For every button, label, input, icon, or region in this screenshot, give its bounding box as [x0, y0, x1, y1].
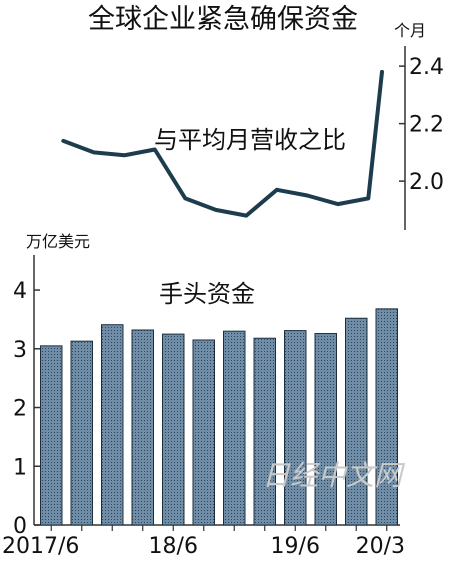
bar	[162, 333, 185, 526]
top-chart-unit: 个月	[394, 21, 426, 40]
line-point	[336, 202, 340, 206]
line-point	[244, 214, 248, 218]
line-point	[61, 139, 65, 143]
line-point	[214, 208, 218, 212]
x-tick-label: 19/6	[271, 534, 320, 559]
bottom-y-tick-label: 0	[13, 514, 27, 539]
bar	[284, 330, 307, 526]
bar	[345, 317, 368, 526]
bar	[192, 339, 215, 526]
line-point	[153, 148, 157, 151]
line-point	[122, 153, 126, 157]
x-tick-label: 20/3	[356, 534, 405, 559]
top-y-tick-label: 2.0	[409, 170, 444, 195]
bar-series-label: 手头资金	[159, 280, 255, 308]
bar	[253, 337, 276, 526]
line-series-path	[61, 69, 384, 218]
x-tick-label: 18/6	[149, 534, 198, 559]
bottom-chart-unit: 万亿美元	[26, 232, 90, 251]
bottom-y-tick-label: 1	[13, 455, 27, 480]
line-point	[305, 194, 309, 197]
top-y-tick-label: 2.2	[409, 113, 444, 138]
bar	[70, 340, 93, 526]
bottom-y-tick-label: 3	[13, 338, 27, 363]
top-chart-title: 全球企业紧急确保资金	[88, 4, 358, 35]
bar	[101, 324, 124, 526]
line-series-label: 与平均月营收之比	[154, 126, 346, 154]
line-point	[183, 196, 187, 200]
bottom-y-tick-label: 4	[13, 279, 27, 304]
top-y-tick-label: 2.4	[409, 55, 444, 80]
bar	[375, 308, 398, 526]
bar	[314, 333, 337, 526]
bottom-y-tick-label: 2	[13, 397, 27, 422]
line-point	[366, 196, 370, 200]
bar	[131, 329, 154, 526]
watermark: 日经中文网	[262, 459, 406, 492]
bar	[223, 330, 246, 526]
line-point	[380, 70, 384, 74]
line-point	[92, 150, 96, 154]
bar	[40, 345, 63, 526]
line-point	[275, 188, 279, 192]
x-tick-label: 2017/6	[2, 534, 79, 559]
